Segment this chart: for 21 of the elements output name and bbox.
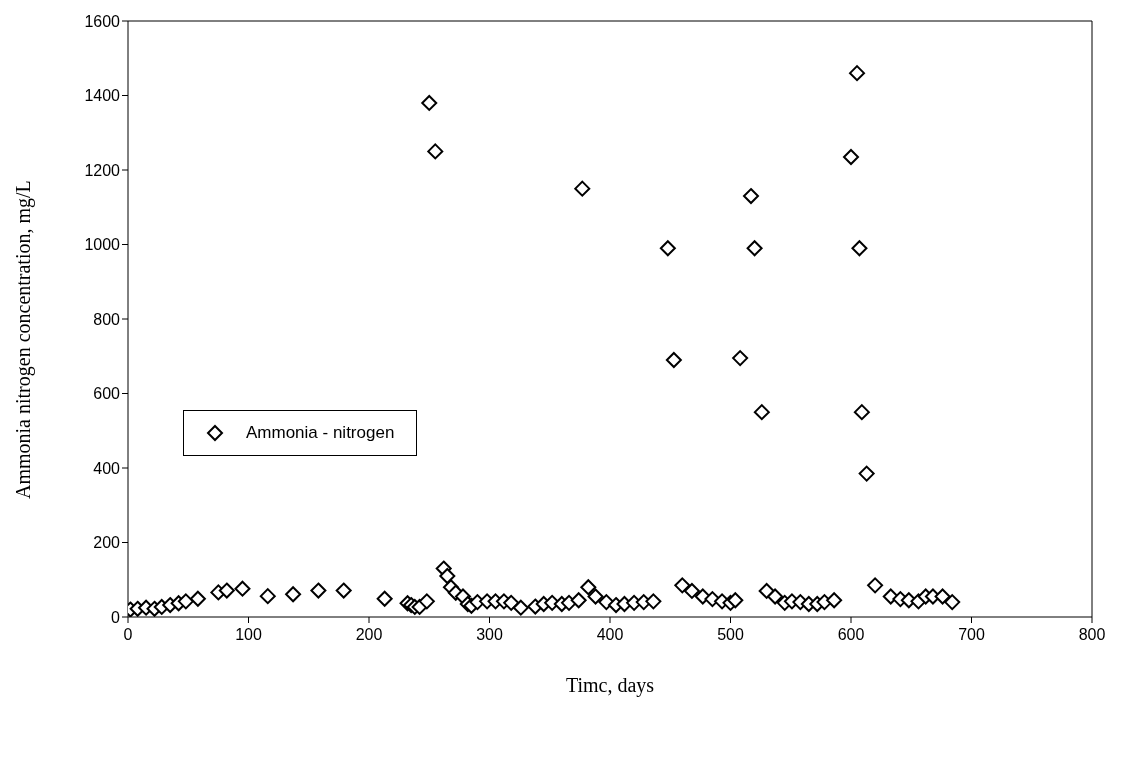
x-axis-title: Timc, days: [565, 674, 655, 697]
y-tick-label: 1600: [84, 12, 121, 30]
x-tick-label: 700: [958, 626, 985, 644]
x-tick-label: 500: [717, 626, 744, 644]
x-tick-label: 0: [123, 626, 133, 644]
x-tick-label: 100: [235, 626, 262, 644]
x-tick-label: 600: [837, 626, 865, 644]
y-tick-label: 800: [93, 310, 121, 328]
x-tick-label: 200: [355, 626, 383, 644]
y-tick-label: 1200: [84, 161, 121, 179]
y-tick-label: 1000: [84, 236, 121, 254]
y-tick-label: 1400: [84, 87, 121, 105]
x-tick-label: 400: [596, 626, 624, 644]
y-tick-label: 600: [93, 385, 121, 403]
y-axis-title: Ammonia nitrogen concentration, mg/L: [12, 180, 36, 499]
y-tick-label: 0: [111, 608, 121, 626]
y-tick-label: 400: [93, 459, 121, 477]
x-tick-label: 300: [476, 626, 503, 644]
legend-label: Ammonia - nitrogen: [246, 423, 395, 443]
x-tick-label: 800: [1078, 626, 1106, 644]
y-tick-label: 200: [93, 534, 121, 552]
